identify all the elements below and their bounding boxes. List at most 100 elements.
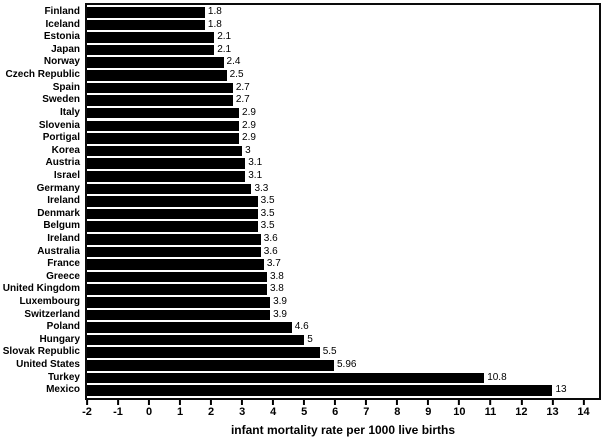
bar [87,309,271,321]
tick-mark [458,400,461,405]
bar-row: 2.7 [87,81,599,94]
bar-row: 3.7 [87,259,599,270]
bar-row: 2.7 [87,95,599,106]
category-label: Slovak Republic [2,346,80,358]
tick-label: 0 [145,406,153,418]
category-label: Australia [37,245,80,257]
bar [87,32,215,43]
bar [87,133,240,144]
category-label: Sweden [42,94,80,106]
bar-row: 5 [87,333,599,346]
category-label: Denmark [37,207,80,219]
bar-row: 3.8 [87,270,599,283]
bar [87,145,243,157]
category-label: Germany [36,182,80,194]
x-tick: 11 [485,400,496,418]
value-label: 5.96 [337,359,357,371]
x-tick: 9 [425,400,431,418]
category-label: Mexico [46,384,80,396]
value-label: 3.1 [248,157,263,169]
value-label: 3.1 [248,169,263,181]
value-label: 5.5 [322,346,337,358]
tick-mark [179,400,182,405]
value-label: 4.6 [294,321,309,333]
value-label: 2.5 [229,69,244,81]
tick-mark [303,400,306,405]
x-tick: 5 [301,400,307,418]
x-tick: -1 [113,400,123,418]
tick-mark [427,400,430,405]
value-label: 2.9 [242,132,256,144]
value-label: 2.7 [235,94,250,106]
category-label: Poland [46,321,80,333]
bar-row: 2.5 [87,69,599,81]
tick-label: 2 [208,406,215,418]
bar [87,347,320,359]
value-label: 3.8 [269,270,284,282]
bar [87,19,205,31]
x-tick: 7 [363,400,369,418]
x-tick: 4 [270,400,276,418]
bar [87,246,261,258]
bar-row: 3.9 [87,309,599,321]
value-label: 3.9 [273,296,287,308]
tick-mark [520,400,523,405]
value-label: 3.3 [254,182,269,194]
bar [87,271,267,283]
bar-row: 2.1 [87,44,599,56]
tick-mark [86,400,88,405]
x-tick: -2 [82,400,92,418]
bar [87,259,264,270]
x-tick: 12 [515,400,528,418]
tick-label: 8 [394,406,401,418]
bar-row: 2.4 [87,57,599,69]
tick-label: 9 [425,406,432,418]
tick-label: 3 [239,406,246,418]
bar-row: 2.1 [87,32,599,43]
category-label: Israel [53,169,80,181]
category-label: Portigal [42,132,80,144]
bar [87,297,271,308]
tick-label: -2 [82,406,92,418]
category-label: Turkey [47,371,80,383]
tick-label: 6 [332,406,339,418]
x-tick: 8 [394,400,400,418]
bar [87,196,258,207]
bar-row: 2.9 [87,107,599,119]
value-label: 2.9 [242,119,256,131]
x-tick: 13 [546,400,559,418]
bar [87,284,267,296]
value-label: 5 [307,333,313,345]
bar [87,372,485,384]
tick-label: 14 [577,406,590,418]
bar-row: 3.1 [87,169,599,182]
x-tick: 10 [453,400,465,418]
bar [87,44,215,56]
tick-label: 4 [270,406,277,418]
bar-row: 3.5 [87,208,599,220]
value-label: 10.8 [487,371,507,383]
value-label: 3.5 [260,220,275,232]
category-label: United States [16,359,80,371]
category-label: Switzerland [24,308,80,320]
value-label: 3.5 [260,195,275,207]
bar-row: 1.8 [87,6,599,18]
bar-row: 3.1 [87,158,599,169]
value-label: 3.6 [263,232,278,244]
category-label: Finland [44,6,80,18]
category-label: Austria [45,157,80,169]
bar [87,360,334,371]
bar [87,95,233,106]
bar [87,57,224,69]
bar-row: 3.5 [87,221,599,232]
category-label: Ireland [47,232,80,244]
category-label: Czech Republic [5,69,80,81]
value-label: 2.7 [235,81,250,93]
bar [87,334,305,346]
tick-mark [210,400,213,405]
bar-row: 3.8 [87,284,599,296]
tick-mark [582,400,585,405]
tick-mark [396,400,399,405]
bar-rows: 1.8 1.8 2.1 2.1 2.4 2.5 2.7 2.7 2.9 2.9 2.9 3 3.1 3.1… [87,5,599,398]
